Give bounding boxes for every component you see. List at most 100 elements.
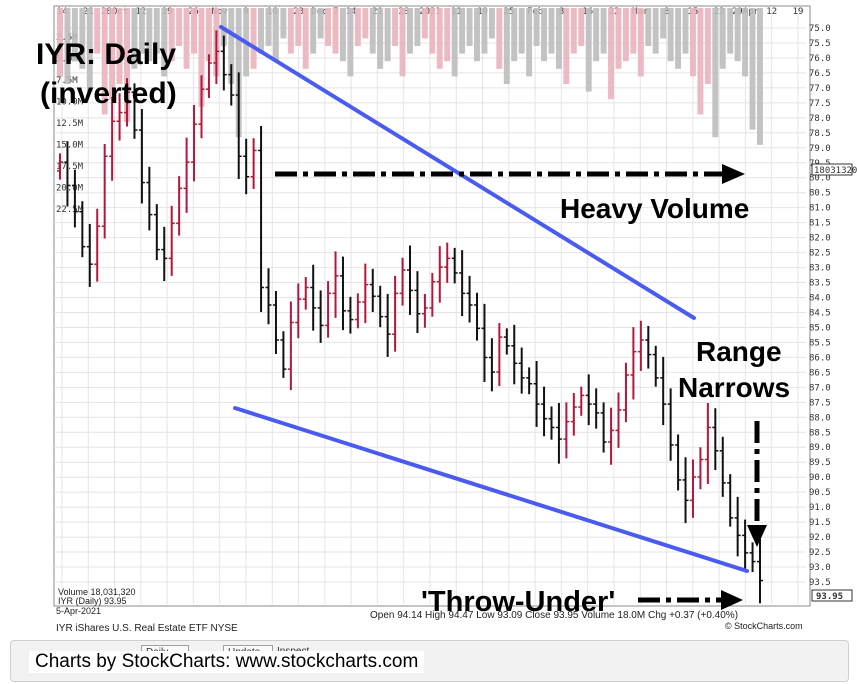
price-bar bbox=[712, 408, 719, 471]
volume-bar bbox=[630, 8, 637, 54]
price-bar bbox=[191, 104, 198, 182]
price-bar bbox=[161, 226, 168, 282]
volume-bar bbox=[414, 8, 421, 46]
volume-bar bbox=[57, 8, 63, 77]
price-bar bbox=[243, 138, 250, 195]
volume-bar bbox=[585, 8, 592, 92]
volume-bar bbox=[727, 8, 734, 54]
volume-bar bbox=[503, 8, 510, 84]
price-tick-label: 86.5 bbox=[809, 368, 831, 378]
price-bar bbox=[757, 538, 763, 604]
volume-bar bbox=[265, 8, 272, 46]
price-tick-label: 85.0 bbox=[809, 323, 831, 333]
price-bar bbox=[295, 283, 302, 339]
volume-bar bbox=[399, 8, 406, 77]
volume-bar bbox=[332, 8, 339, 54]
price-tick-label: 90.0 bbox=[809, 473, 831, 483]
price-tick-label: 89.0 bbox=[809, 443, 831, 453]
price-bar bbox=[518, 347, 525, 394]
price-tick-label: 78.5 bbox=[809, 129, 831, 139]
price-bar bbox=[220, 35, 227, 91]
volume-bar bbox=[533, 8, 540, 46]
volume-bar bbox=[555, 8, 562, 69]
volume-bar bbox=[615, 8, 622, 69]
volume-bar bbox=[384, 8, 391, 62]
price-bar bbox=[205, 54, 212, 98]
volume-bar bbox=[757, 8, 763, 145]
price-bar bbox=[429, 272, 436, 317]
volume-bar bbox=[325, 8, 332, 46]
price-bar bbox=[302, 277, 309, 310]
volume-bar bbox=[153, 8, 160, 54]
price-bar bbox=[600, 402, 607, 453]
price-bars bbox=[57, 30, 763, 604]
volume-bar bbox=[354, 8, 361, 46]
volume-bar bbox=[161, 8, 168, 77]
volume-bar bbox=[250, 8, 257, 69]
volume-bar bbox=[407, 8, 413, 54]
heavy-volume-arrow bbox=[275, 164, 745, 184]
price-tick-label: 92.5 bbox=[809, 548, 831, 558]
price-tick-label: 89.5 bbox=[809, 458, 831, 468]
price-tick-label: 83.5 bbox=[809, 279, 831, 289]
annotation-range: Range bbox=[696, 336, 782, 367]
volume-bar bbox=[682, 8, 689, 54]
price-bar bbox=[101, 144, 108, 239]
price-bar bbox=[258, 125, 265, 312]
volume-bar bbox=[94, 8, 101, 54]
volume-bar bbox=[511, 8, 518, 62]
price-tick-label: 87.5 bbox=[809, 398, 831, 408]
volume-bar bbox=[578, 8, 585, 46]
price-bar bbox=[183, 137, 190, 213]
price-bar bbox=[124, 78, 131, 127]
price-bar bbox=[79, 201, 86, 258]
price-bar bbox=[444, 242, 451, 283]
price-bar bbox=[488, 338, 495, 392]
price-bar bbox=[377, 285, 384, 328]
annotation-throw-under: 'Throw-Under' bbox=[421, 586, 615, 618]
volume-bar bbox=[191, 8, 197, 54]
volume-bar bbox=[466, 8, 473, 46]
volume-tick-label: 12.5M bbox=[56, 119, 84, 129]
x-tick-label: Dec 7 bbox=[311, 7, 338, 17]
price-bar bbox=[719, 436, 726, 497]
volume-bar bbox=[272, 8, 279, 62]
volume-bar bbox=[362, 8, 369, 39]
price-bar bbox=[213, 30, 220, 84]
price-bar bbox=[272, 291, 279, 354]
price-bar bbox=[153, 204, 160, 261]
price-bar bbox=[682, 457, 689, 524]
x-tick-label: 22 bbox=[714, 7, 725, 17]
price-bar bbox=[384, 293, 391, 357]
price-bar bbox=[109, 96, 116, 181]
volume-bar bbox=[667, 8, 674, 62]
price-bar bbox=[645, 325, 652, 369]
price-axis-ticks: 75.075.576.076.577.077.578.078.579.079.5… bbox=[809, 24, 831, 588]
volume-bar bbox=[704, 8, 711, 84]
price-bar bbox=[176, 176, 183, 236]
price-bar bbox=[742, 519, 749, 569]
volume-bar bbox=[101, 8, 108, 115]
volume-bar bbox=[64, 8, 71, 84]
price-bar bbox=[481, 303, 488, 382]
price-bar bbox=[235, 72, 242, 180]
price-tick-label: 77.5 bbox=[809, 99, 831, 109]
price-bar bbox=[347, 296, 354, 334]
price-tick-label: 93.5 bbox=[809, 578, 831, 588]
volume-bar bbox=[481, 8, 488, 54]
price-bar bbox=[570, 393, 577, 436]
price-tick-label: 79.0 bbox=[809, 144, 831, 154]
price-bar bbox=[608, 407, 615, 465]
annotation-title-line2: (inverted) bbox=[40, 77, 177, 110]
volume-bar bbox=[116, 8, 123, 84]
volume-bar bbox=[563, 8, 570, 84]
price-bar bbox=[369, 268, 376, 312]
price-bar bbox=[414, 271, 421, 333]
volume-bar bbox=[176, 8, 183, 46]
price-tick-label: 87.0 bbox=[809, 383, 831, 393]
volume-tick-label: 22.5M bbox=[56, 205, 84, 215]
price-bar bbox=[64, 141, 71, 207]
price-bar bbox=[310, 264, 317, 331]
volume-bar bbox=[600, 8, 607, 54]
price-tick-label: 88.5 bbox=[809, 428, 831, 438]
